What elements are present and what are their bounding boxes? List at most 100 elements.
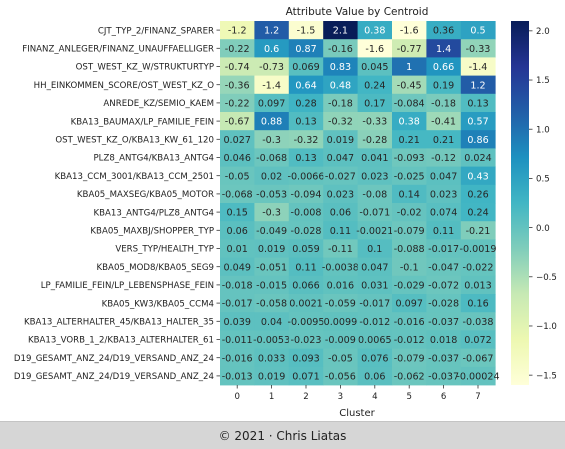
heatmap-cell xyxy=(357,75,393,95)
heatmap-cell xyxy=(426,239,462,258)
heatmap-cell xyxy=(254,112,290,131)
cell-value-label: 0.6 xyxy=(264,44,279,55)
cell-value-label: 0.24 xyxy=(364,80,385,91)
cell-value-label: 0.093 xyxy=(292,353,319,364)
y-tick-label: KBA13_CCM_3001/KBA13_CCM_2501 xyxy=(55,172,214,182)
heatmap-cell xyxy=(220,166,255,186)
cell-value-label: 0.071 xyxy=(292,372,319,383)
cell-value-label: -0.008 xyxy=(291,208,322,219)
cell-value-label: -0.012 xyxy=(394,335,425,346)
cell-value-label: -0.77 xyxy=(397,44,422,55)
heatmap-cell xyxy=(254,221,290,240)
heatmap-cell xyxy=(288,312,324,331)
colorbar-tick-label: −0.5 xyxy=(536,273,557,283)
heatmap-cell xyxy=(220,184,255,204)
cell-value-label: 0.046 xyxy=(223,153,250,164)
cell-value-label: -0.056 xyxy=(325,372,356,383)
cell-value-label: -0.1 xyxy=(400,262,419,273)
y-tick-label: KBA13_ALTERHALTER_45/KBA13_HALTER_35 xyxy=(24,318,214,328)
heatmap-cell xyxy=(392,130,427,149)
heatmap-cell xyxy=(426,21,462,40)
heatmap-cell xyxy=(460,130,496,149)
cell-value-label: -0.016 xyxy=(394,317,425,328)
heatmap-cell xyxy=(460,75,496,95)
y-tick-label: ANREDE_KZ/SEMIO_KAEM xyxy=(103,99,214,109)
cell-value-label: 1.2 xyxy=(264,26,279,37)
column-labels: 0 1 2 3 4 5 6 7 xyxy=(234,385,481,402)
cell-value-label: -0.059 xyxy=(325,299,356,310)
cell-value-label: -1.4 xyxy=(469,62,488,73)
cell-value-label: -0.088 xyxy=(394,244,425,255)
heatmap-cell xyxy=(357,275,393,295)
heatmap-cell xyxy=(357,330,393,349)
cell-value-label: -0.017 xyxy=(359,299,390,310)
cell-value-label: 0.018 xyxy=(430,335,457,346)
heatmap-cell xyxy=(323,112,358,131)
y-tick-label: OST_WEST_KZ_W/STRUKTURTYP xyxy=(76,63,214,73)
heatmap-cell xyxy=(323,93,358,113)
heatmap-cell xyxy=(288,57,324,76)
x-tick-label: 0 xyxy=(234,392,239,402)
heatmap-cell xyxy=(220,57,255,76)
heatmap-cell xyxy=(392,275,427,295)
colorbar: 2.0 1.5 1.0 0.5 0.0 −0.5 −1.0 −1.5 xyxy=(511,21,557,385)
cell-value-label: 0.13 xyxy=(295,117,316,128)
y-tick-label: FINANZ_ANLEGER/FINANZ_UNAUFFAELLIGER xyxy=(22,45,214,55)
cell-value-label: -0.02 xyxy=(397,208,422,219)
heatmap-cell xyxy=(254,330,290,349)
cell-value-label: -0.36 xyxy=(225,80,250,91)
heatmap-cell xyxy=(357,366,393,386)
heatmap-cell xyxy=(426,57,462,76)
heatmap-cell xyxy=(323,130,358,149)
cell-value-label: -0.012 xyxy=(359,317,390,328)
cell-value-label: -0.41 xyxy=(431,117,456,128)
cell-value-label: 0.049 xyxy=(223,262,250,273)
cell-value-label: 0.072 xyxy=(464,335,491,346)
cell-value-label: 0.66 xyxy=(433,62,454,73)
cell-value-label: -0.00024 xyxy=(456,372,499,383)
x-tick-label: 1 xyxy=(269,392,274,402)
cell-value-label: -0.027 xyxy=(325,171,356,182)
cell-value-label: -0.0053 xyxy=(253,335,290,346)
heatmap-cell xyxy=(323,21,358,40)
heatmap-cell xyxy=(460,148,496,167)
heatmap-cell xyxy=(254,75,290,95)
cell-value-label: -0.3 xyxy=(262,208,281,219)
y-tick-label: D19_GESAMT_ANZ_24/D19_VERSAND_ANZ_24 xyxy=(14,372,214,382)
heatmap-cell xyxy=(392,112,427,131)
heatmap-cell xyxy=(426,312,462,331)
cell-value-label: -0.028 xyxy=(291,226,322,237)
cell-value-label: 0.19 xyxy=(433,80,454,91)
heatmap-cell xyxy=(392,148,427,167)
cell-value-label: 0.059 xyxy=(292,244,319,255)
heatmap-cell xyxy=(220,275,255,295)
heatmap-cell xyxy=(357,21,393,40)
y-tick-label: OST_WEST_KZ_O/KBA13_KW_61_120 xyxy=(55,136,214,146)
y-tick-label: KBA13_BAUMAX/LP_FAMILIE_FEIN xyxy=(71,117,214,127)
cell-value-label: 0.045 xyxy=(361,62,388,73)
heatmap-cell xyxy=(323,366,358,386)
heatmap-cell xyxy=(426,166,462,186)
heatmap-cell xyxy=(460,203,496,222)
heatmap-cell xyxy=(357,57,393,76)
heatmap-cell xyxy=(426,184,462,204)
heatmap-cell xyxy=(357,39,393,58)
cell-value-label: -0.029 xyxy=(394,281,425,292)
cell-value-label: -0.022 xyxy=(463,262,494,273)
heatmap-cells: -1.2 1.2 -1.5 2.1 0.38 -1.6 0.36 0.5 -0.22 0.6 0.8… xyxy=(220,21,500,386)
heatmap-cell xyxy=(288,330,324,349)
cell-value-label: -0.013 xyxy=(222,372,253,383)
cell-value-label: -0.08 xyxy=(362,190,387,201)
heatmap-cell xyxy=(357,148,393,167)
cell-value-label: 0.033 xyxy=(258,353,285,364)
chart-title: Attribute Value by Centroid xyxy=(286,6,429,18)
heatmap-cell xyxy=(288,221,324,240)
cell-value-label: -0.18 xyxy=(431,99,456,110)
colorbar-tick-label: 1.5 xyxy=(536,76,550,86)
heatmap-cell xyxy=(220,348,255,368)
heatmap-cell xyxy=(392,21,427,40)
heatmap-cell xyxy=(357,257,393,277)
cell-value-label: -1.2 xyxy=(228,26,247,37)
heatmap-cell xyxy=(254,93,290,113)
cell-value-label: -0.11 xyxy=(328,244,353,255)
